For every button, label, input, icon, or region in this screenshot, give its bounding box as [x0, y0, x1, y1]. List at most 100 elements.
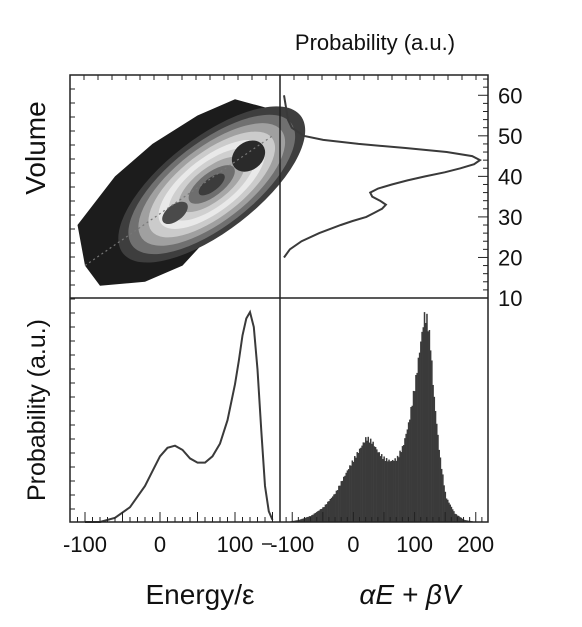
- histogram-bar: [302, 518, 305, 522]
- histogram-bar: [362, 442, 365, 522]
- histogram-bar: [379, 456, 382, 522]
- histogram-bar: [377, 452, 379, 522]
- histogram-bar: [451, 509, 454, 522]
- x-tick-label: 100: [217, 532, 254, 557]
- axis-ticks: 10 20 30 40 50 60 -100 0 100 -100 0 100 200: [63, 75, 522, 557]
- histogram-bar: [450, 506, 453, 522]
- histogram-bar: [369, 438, 372, 522]
- contour-peak-low: [162, 201, 188, 224]
- histogram-bar: [406, 429, 409, 522]
- histogram-bar: [383, 456, 385, 522]
- histogram-bar: [384, 461, 387, 522]
- histogram-bar: [422, 327, 425, 522]
- histogram-bar: [382, 459, 384, 522]
- histogram-bar: [354, 456, 356, 522]
- histogram-bar: [427, 331, 429, 522]
- histogram-bar: [317, 511, 319, 522]
- histogram-bar: [345, 472, 347, 522]
- x-tick-label: 0: [154, 532, 166, 557]
- y-tick-label: 60: [498, 83, 522, 108]
- histogram-bar: [343, 476, 345, 522]
- histogram-bar: [336, 490, 339, 522]
- histogram-bar: [352, 461, 355, 522]
- histogram-bar: [421, 331, 423, 522]
- histogram-bar: [413, 391, 416, 522]
- histogram-bar: [401, 446, 404, 522]
- histogram-bar: [423, 312, 426, 522]
- histogram-bar: [409, 419, 411, 522]
- histogram-bar: [372, 441, 374, 522]
- histogram-bar: [365, 437, 367, 522]
- histogram-bar: [444, 491, 447, 522]
- histogram-bar: [311, 515, 313, 522]
- histogram-bar: [305, 517, 307, 522]
- histogram-bar: [312, 514, 314, 522]
- histogram-bar: [313, 513, 316, 522]
- histogram-bar: [366, 440, 368, 522]
- histogram-bar: [416, 372, 418, 522]
- histogram-bar: [394, 458, 396, 522]
- histogram-bar: [461, 518, 464, 522]
- x-tick-label: -100: [270, 532, 314, 557]
- histogram-bar: [307, 516, 310, 522]
- contour-level-9: [198, 173, 225, 196]
- y-tick-label: 10: [498, 286, 522, 311]
- histogram-bar: [356, 452, 358, 522]
- histogram-bar: [411, 405, 414, 522]
- histogram-bar: [424, 322, 427, 522]
- histogram-bar: [374, 447, 377, 522]
- histogram-bar: [387, 461, 389, 522]
- y-tick-label: 30: [498, 205, 522, 230]
- histogram-bar: [438, 449, 440, 522]
- histogram-bar: [368, 442, 371, 522]
- histogram-bar: [412, 390, 415, 522]
- energy-distribution-plot: [85, 309, 274, 523]
- histogram-bar: [341, 480, 344, 522]
- x-tick-label: -100: [63, 532, 107, 557]
- histogram-bar: [428, 330, 431, 522]
- histogram-bar: [298, 519, 301, 522]
- histogram-bar: [407, 422, 410, 522]
- histogram-bar: [429, 350, 432, 522]
- histogram-bar: [439, 457, 442, 522]
- histogram-bar: [440, 468, 443, 522]
- histogram-bar: [300, 519, 302, 522]
- histogram-bar: [325, 504, 328, 522]
- histogram-bar: [340, 481, 343, 522]
- histogram-bar: [324, 504, 327, 522]
- histogram-bar: [418, 352, 421, 522]
- histogram-bar: [404, 438, 406, 522]
- histogram-bar: [351, 460, 354, 522]
- histogram-bar: [442, 474, 444, 522]
- histogram-bar: [389, 461, 392, 522]
- histogram-bar: [319, 509, 322, 522]
- combined-histogram-plot: [289, 312, 475, 522]
- histogram-bar: [443, 485, 445, 522]
- histogram-bar: [306, 517, 308, 522]
- histogram-bar: [449, 504, 451, 522]
- histogram-bar: [465, 520, 467, 522]
- x-tick-label: 0: [347, 532, 359, 557]
- histogram-bar: [347, 469, 350, 522]
- histogram-bar: [314, 512, 317, 522]
- histogram-bar: [301, 518, 303, 522]
- histogram-bar: [339, 485, 341, 522]
- volume-marginal-plot: [283, 95, 482, 259]
- histogram-bar: [431, 360, 433, 522]
- histogram-bar: [448, 502, 450, 522]
- histogram-bar: [398, 457, 400, 522]
- probability-axis-label: Probability (a.u.): [23, 319, 51, 501]
- histogram-bar: [323, 507, 325, 522]
- histogram-bar: [327, 501, 329, 522]
- diagonal-guide-line: [84, 135, 273, 267]
- top-probability-label: Probability (a.u.): [295, 30, 455, 55]
- histogram-bar: [357, 452, 360, 522]
- histogram-bar: [328, 501, 330, 522]
- histogram-bar: [295, 520, 297, 522]
- histogram-bar: [437, 434, 439, 522]
- histogram-bar: [378, 452, 381, 522]
- histogram-bar: [390, 460, 393, 522]
- histogram-bar: [296, 520, 299, 522]
- histogram-bar: [349, 465, 351, 522]
